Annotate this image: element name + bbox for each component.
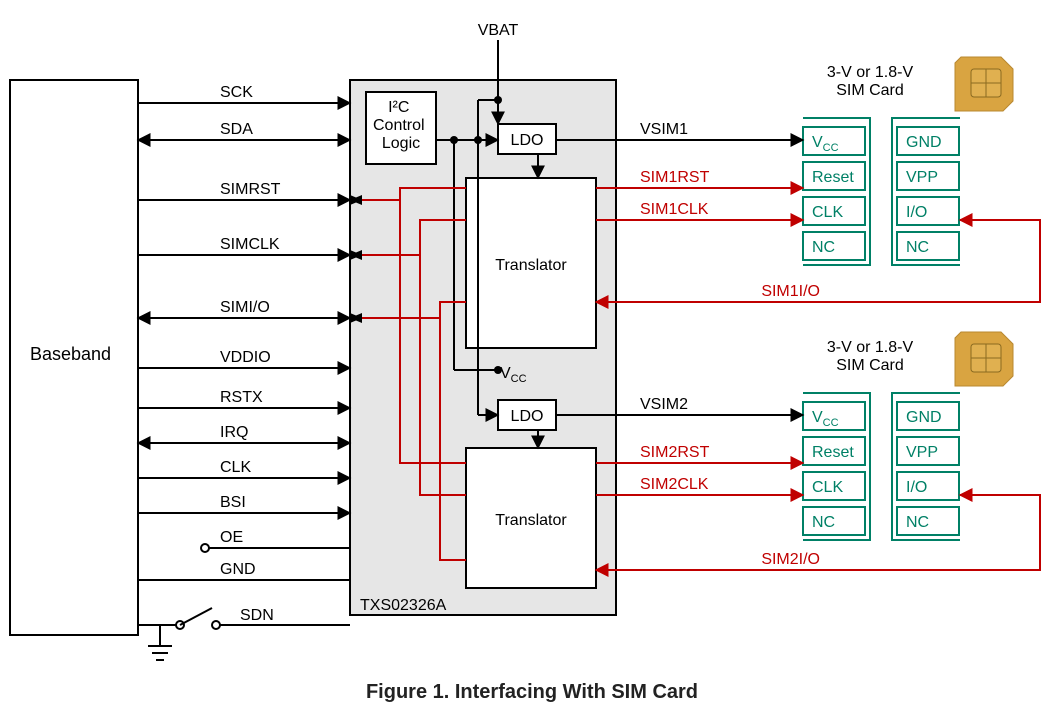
signal-label: SCK xyxy=(220,84,253,101)
signal-label: SDA xyxy=(220,121,253,138)
svg-text:SIM2I/O: SIM2I/O xyxy=(761,551,820,568)
signal-label: SIMRST xyxy=(220,181,281,198)
ldo1-text: LDO xyxy=(511,132,544,149)
svg-text:NC: NC xyxy=(812,239,835,256)
svg-text:GND: GND xyxy=(906,409,942,426)
sdn-switch: SDN xyxy=(138,607,350,660)
signal-label: SIMI/O xyxy=(220,299,270,316)
signal-label: SIMCLK xyxy=(220,236,280,253)
signal-label: CLK xyxy=(220,459,251,476)
translator2-text: Translator xyxy=(495,512,567,529)
ldo2-text: LDO xyxy=(511,408,544,425)
svg-text:SDN: SDN xyxy=(240,607,274,624)
translator1-text: Translator xyxy=(495,257,567,274)
left-signals: SCK SDA SIMRST SIMCLK SIMI/O VDDIO RSTX IRQ CLK B… xyxy=(138,84,350,580)
svg-text:VSIM1: VSIM1 xyxy=(640,121,688,138)
sim-card-1: 3-V or 1.8-VSIM CardVCCGNDResetVPPCLKI/O… xyxy=(803,57,1013,265)
figure-caption: Figure 1. Interfacing With SIM Card xyxy=(366,681,698,703)
signal-label: BSI xyxy=(220,494,246,511)
vbat-label: VBAT xyxy=(478,22,519,39)
svg-text:VPP: VPP xyxy=(906,444,938,461)
chip-part: TXS02326A xyxy=(360,597,447,614)
svg-text:VPP: VPP xyxy=(906,169,938,186)
baseband-title: Baseband xyxy=(30,344,111,364)
svg-text:CLK: CLK xyxy=(812,479,843,496)
svg-text:NC: NC xyxy=(906,514,929,531)
svg-text:I/O: I/O xyxy=(906,479,927,496)
sim2-wires: VSIM2 SIM2RST SIM2CLK SIM2I/O xyxy=(556,396,1040,570)
svg-text:SIM1CLK: SIM1CLK xyxy=(640,201,709,218)
signal-label: RSTX xyxy=(220,389,263,406)
svg-text:SIM2CLK: SIM2CLK xyxy=(640,476,709,493)
svg-text:CLK: CLK xyxy=(812,204,843,221)
signal-label: GND xyxy=(220,561,256,578)
svg-text:SIM1RST: SIM1RST xyxy=(640,169,710,186)
signal-label: OE xyxy=(220,529,243,546)
svg-text:SIM1I/O: SIM1I/O xyxy=(761,283,820,300)
sim-card-2: 3-V or 1.8-VSIM CardVCCGNDResetVPPCLKI/O… xyxy=(803,332,1013,540)
svg-text:GND: GND xyxy=(906,134,942,151)
sim1-wires: VSIM1 SIM1RST SIM1CLK SIM1I/O xyxy=(556,121,1040,302)
svg-text:Reset: Reset xyxy=(812,444,854,461)
sim-icon xyxy=(955,57,1013,111)
signal-label: VDDIO xyxy=(220,349,271,366)
svg-text:NC: NC xyxy=(812,514,835,531)
signal-label: IRQ xyxy=(220,424,248,441)
svg-text:Reset: Reset xyxy=(812,169,854,186)
svg-text:VSIM2: VSIM2 xyxy=(640,396,688,413)
sim-header: 3-V or 1.8-VSIM Card xyxy=(827,339,914,374)
svg-text:SIM2RST: SIM2RST xyxy=(640,444,710,461)
svg-text:I/O: I/O xyxy=(906,204,927,221)
svg-text:NC: NC xyxy=(906,239,929,256)
sim-icon xyxy=(955,332,1013,386)
sim-header: 3-V or 1.8-VSIM Card xyxy=(827,64,914,99)
